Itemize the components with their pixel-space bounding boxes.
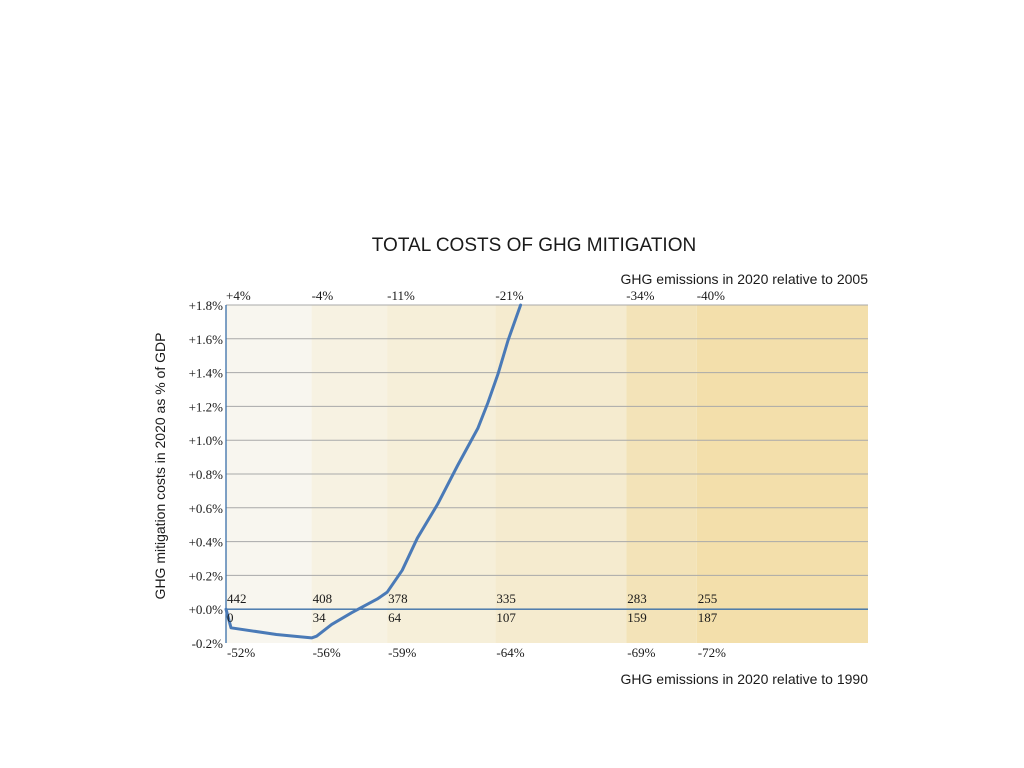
y-tick-label: +0.2% bbox=[189, 568, 224, 583]
lower-value-label: 107 bbox=[496, 610, 516, 625]
y-tick-label: +1.8% bbox=[189, 298, 224, 313]
y-tick-label: +0.4% bbox=[189, 535, 224, 550]
bottom-tick-label: -64% bbox=[496, 645, 524, 660]
top-tick-label: +4% bbox=[226, 288, 251, 303]
bottom-tick-label: -69% bbox=[627, 645, 655, 660]
axes bbox=[225, 305, 868, 643]
y-tick-label: -0.2% bbox=[192, 636, 224, 651]
upper-value-label: 283 bbox=[627, 591, 647, 606]
lower-value-label: 0 bbox=[227, 610, 234, 625]
labels-layer: +1.8% +1.6% +1.4% +1.2% +1.0% +0.8% +0.6% +0.4%… bbox=[189, 288, 727, 660]
y-tick-label: +1.0% bbox=[189, 433, 224, 448]
top-axis-caption: GHG emissions in 2020 relative to 2005 bbox=[621, 271, 869, 287]
top-tick-label: -40% bbox=[697, 288, 725, 303]
bottom-tick-label: -52% bbox=[227, 645, 255, 660]
top-tick-label: -11% bbox=[387, 288, 415, 303]
bottom-tick-label: -72% bbox=[698, 645, 726, 660]
series-layer bbox=[224, 303, 523, 640]
lower-value-label: 64 bbox=[388, 610, 402, 625]
y-tick-label: +1.6% bbox=[189, 332, 224, 347]
lower-value-label: 187 bbox=[698, 610, 718, 625]
upper-value-label: 335 bbox=[496, 591, 516, 606]
chart-title: TOTAL COSTS OF GHG MITIGATION bbox=[372, 235, 696, 256]
lower-value-label: 159 bbox=[627, 610, 647, 625]
y-tick-label: +1.4% bbox=[189, 366, 224, 381]
upper-value-label: 255 bbox=[698, 591, 718, 606]
y-tick-label: +1.2% bbox=[189, 399, 224, 414]
lower-value-label: 34 bbox=[313, 610, 327, 625]
upper-value-label: 442 bbox=[227, 591, 247, 606]
top-tick-label: -4% bbox=[312, 288, 334, 303]
upper-value-label: 408 bbox=[313, 591, 333, 606]
y-tick-label: +0.6% bbox=[189, 501, 224, 516]
gridlines bbox=[226, 304, 868, 576]
top-tick-label: -34% bbox=[626, 288, 654, 303]
bottom-tick-label: -59% bbox=[388, 645, 416, 660]
bottom-axis-caption: GHG emissions in 2020 relative to 1990 bbox=[621, 671, 869, 687]
bottom-tick-label: -56% bbox=[313, 645, 341, 660]
y-axis-label: GHG mitigation costs in 2020 as % of GDP bbox=[152, 333, 168, 600]
series-line-0 bbox=[224, 303, 523, 640]
y-tick-label: +0.0% bbox=[189, 602, 224, 617]
upper-value-label: 378 bbox=[388, 591, 408, 606]
top-tick-label: -21% bbox=[495, 288, 523, 303]
y-tick-label: +0.8% bbox=[189, 467, 224, 482]
